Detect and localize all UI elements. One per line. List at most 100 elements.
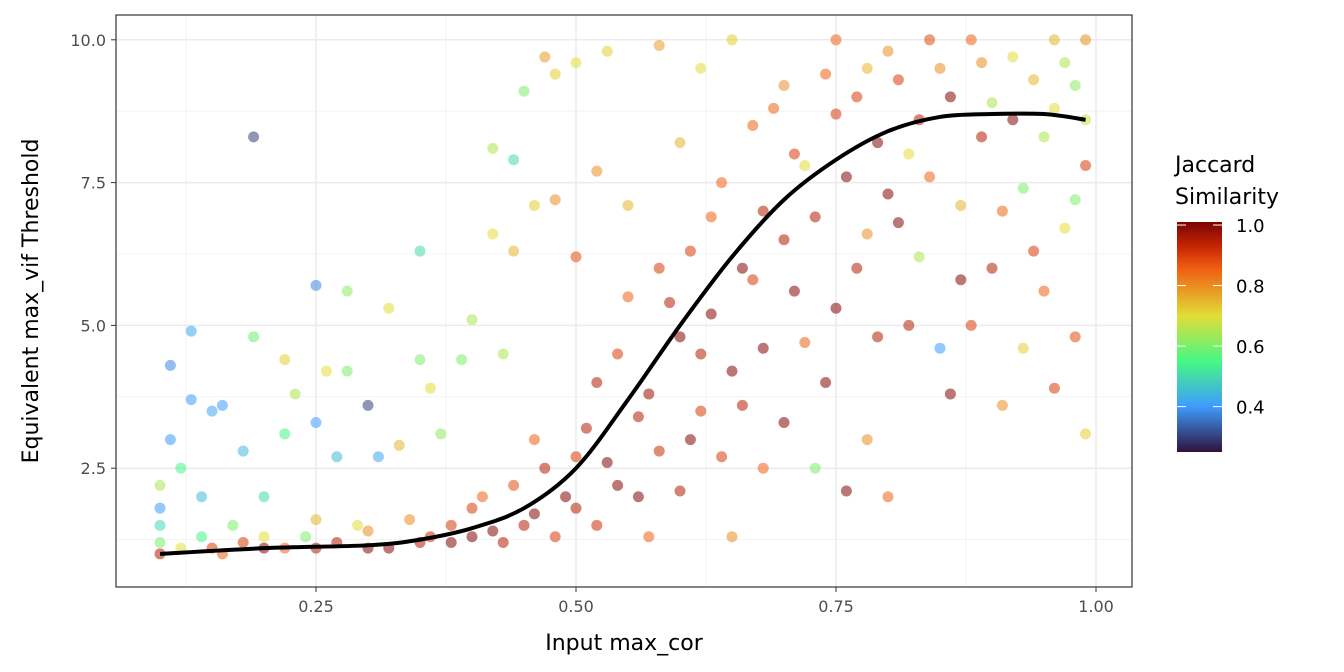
data-point xyxy=(695,348,707,360)
data-point xyxy=(1048,34,1060,46)
data-point xyxy=(591,165,603,177)
grid-lines xyxy=(116,15,1132,587)
data-point xyxy=(622,291,634,303)
data-point xyxy=(154,479,166,491)
data-point xyxy=(237,445,249,457)
data-point xyxy=(164,434,176,446)
data-point xyxy=(872,331,884,343)
data-point xyxy=(1059,222,1071,234)
data-point xyxy=(976,57,988,69)
data-point xyxy=(1069,194,1081,206)
x-tick-label: 0.75 xyxy=(818,597,854,616)
data-point xyxy=(622,199,634,211)
data-point xyxy=(185,325,197,337)
data-point xyxy=(487,142,499,154)
data-point xyxy=(944,388,956,400)
y-tick-label: 10.0 xyxy=(70,31,106,50)
data-point xyxy=(778,234,790,246)
data-point xyxy=(1028,74,1040,86)
data-point xyxy=(528,508,540,520)
data-point xyxy=(976,131,988,143)
data-point xyxy=(175,462,187,474)
data-point xyxy=(508,245,520,257)
data-point xyxy=(518,85,530,97)
data-point xyxy=(705,308,717,320)
colorbar xyxy=(1177,222,1222,452)
data-point xyxy=(726,531,738,543)
data-point xyxy=(924,34,936,46)
y-axis-title: Equivalent max_vif Threshold xyxy=(19,139,44,464)
data-point xyxy=(934,62,946,74)
data-point xyxy=(851,91,863,103)
data-point xyxy=(570,57,582,69)
data-point xyxy=(996,399,1008,411)
data-point xyxy=(404,514,416,526)
data-point xyxy=(414,245,426,257)
data-point xyxy=(601,456,613,468)
data-point xyxy=(591,377,603,389)
y-tick-label: 2.5 xyxy=(81,459,106,478)
data-point xyxy=(352,519,364,531)
data-point xyxy=(154,519,166,531)
data-point xyxy=(684,434,696,446)
data-point xyxy=(1069,331,1081,343)
data-point xyxy=(310,279,322,291)
data-point xyxy=(539,51,551,63)
data-point xyxy=(736,399,748,411)
data-point xyxy=(310,417,322,429)
data-point xyxy=(289,388,301,400)
data-point xyxy=(861,228,873,240)
data-point xyxy=(726,365,738,377)
data-point xyxy=(154,502,166,514)
data-point xyxy=(580,422,592,434)
data-point xyxy=(456,354,468,366)
data-point xyxy=(1080,428,1092,440)
data-point xyxy=(955,199,967,211)
legend-tick-label: 1.0 xyxy=(1236,216,1265,237)
data-point xyxy=(518,519,530,531)
x-tick-label: 1.00 xyxy=(1078,597,1114,616)
data-point xyxy=(508,154,520,166)
data-point xyxy=(1028,245,1040,257)
data-point xyxy=(508,479,520,491)
data-point xyxy=(768,102,780,114)
data-point xyxy=(664,297,676,309)
data-point xyxy=(903,148,915,160)
data-point xyxy=(497,348,509,360)
data-point xyxy=(799,159,811,171)
data-point xyxy=(830,34,842,46)
data-point xyxy=(986,97,998,109)
x-tick-label: 0.50 xyxy=(558,597,594,616)
data-point xyxy=(570,251,582,263)
data-point xyxy=(1059,57,1071,69)
data-point xyxy=(955,274,967,286)
data-point xyxy=(1080,159,1092,171)
data-point xyxy=(497,536,509,548)
data-point xyxy=(851,262,863,274)
data-point xyxy=(913,251,925,263)
data-point xyxy=(164,359,176,371)
data-point xyxy=(435,428,447,440)
data-point xyxy=(653,445,665,457)
data-point xyxy=(778,79,790,91)
data-point xyxy=(695,405,707,417)
data-point xyxy=(632,491,644,503)
data-point xyxy=(424,382,436,394)
data-point xyxy=(861,434,873,446)
data-point xyxy=(830,108,842,120)
data-point xyxy=(341,365,353,377)
data-point xyxy=(154,536,166,548)
data-point xyxy=(924,171,936,183)
axes: 0.25 0.50 0.75 1.00 2.5 5.0 7.5 10.0 xyxy=(70,31,1113,616)
data-point xyxy=(383,302,395,314)
data-point xyxy=(934,342,946,354)
data-point xyxy=(892,74,904,86)
data-point xyxy=(840,171,852,183)
data-point xyxy=(1038,131,1050,143)
legend-tick-label: 0.4 xyxy=(1236,398,1265,419)
data-point xyxy=(216,399,228,411)
data-point xyxy=(487,525,499,537)
data-point xyxy=(1017,342,1029,354)
data-point xyxy=(684,245,696,257)
